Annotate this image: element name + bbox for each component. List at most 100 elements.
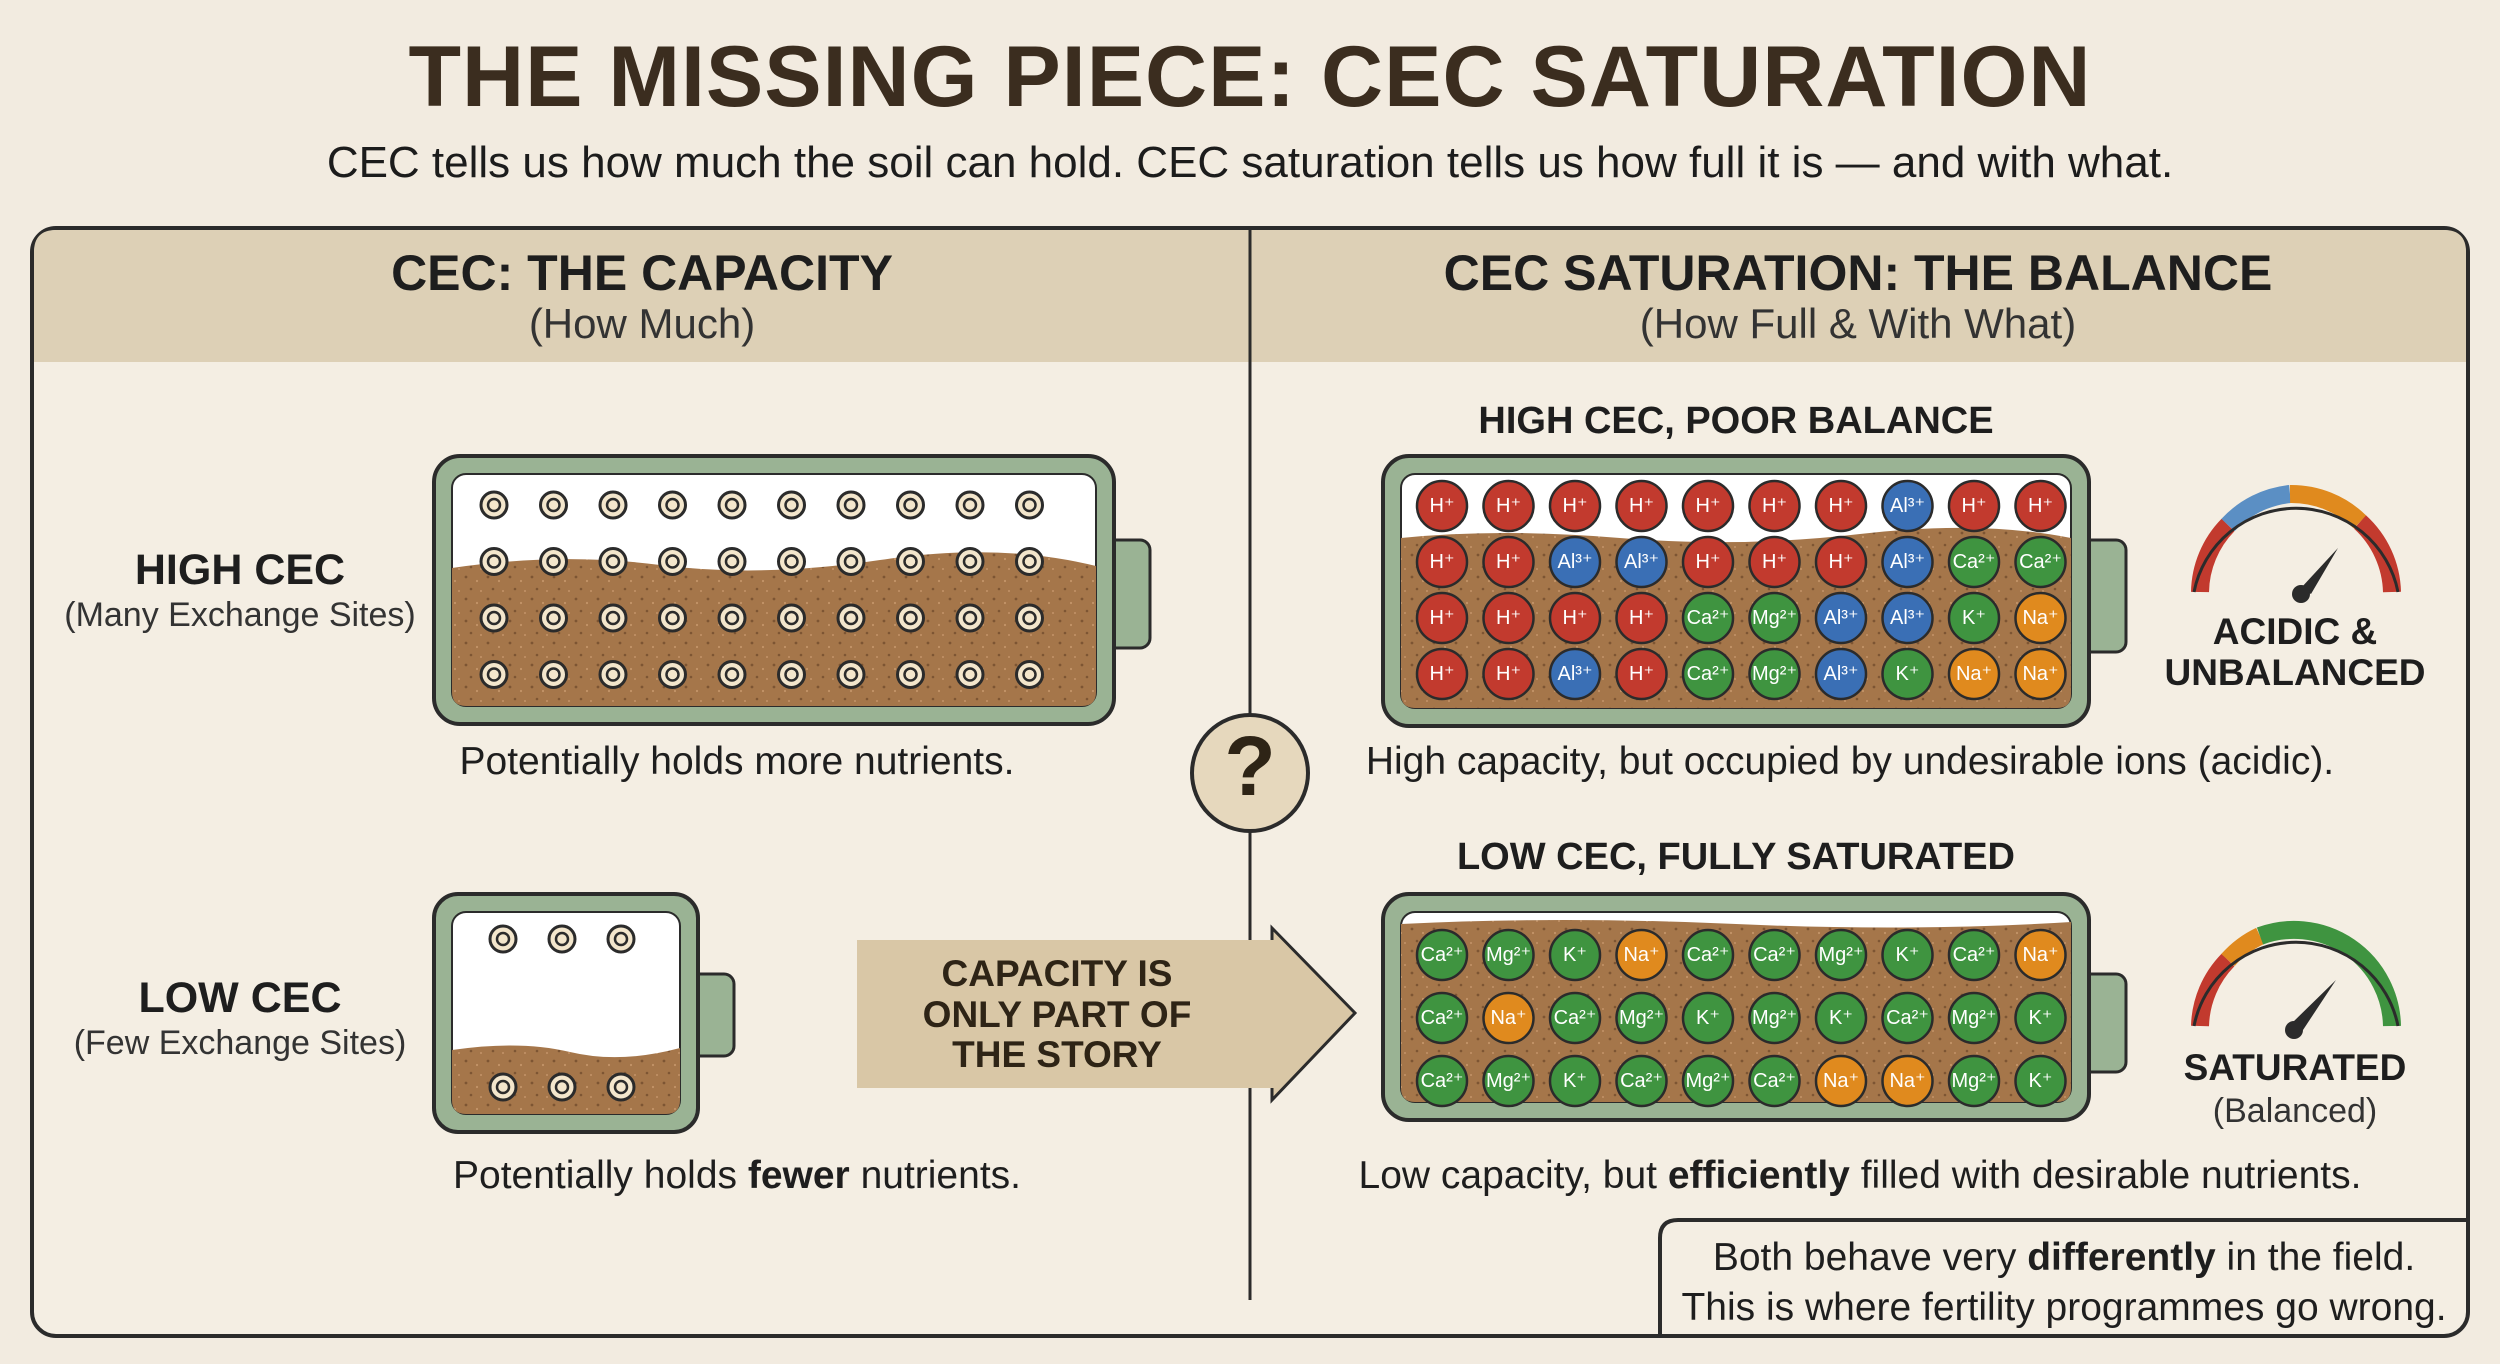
ion-label: H⁺ [1962,495,1987,517]
page-title: THE MISSING PIECE: CEC SATURATION [408,29,2092,125]
exchange-site [479,490,509,520]
acidic-gauge-label: ACIDIC & UNBALANCED [2164,611,2426,693]
exchange-site [836,547,866,576]
ion-token: Mg²⁺ [1814,928,1868,982]
ion-token: Ca²⁺ [1415,991,1469,1045]
ion-label: Na⁺ [1956,663,1992,685]
ion-token: Ca²⁺ [1748,1054,1801,1108]
ion-token: H⁺ [1482,535,1535,589]
ion-token: Mg²⁺ [1748,647,1801,701]
exchange-site [717,603,747,633]
ion-token: K⁺ [1881,647,1934,701]
ion-token: Al³⁺ [1548,647,1602,701]
ion-token: Ca²⁺ [1681,591,1735,645]
footer-line-2: This is where fertility programmes go wr… [1681,1286,2447,1329]
ion-token: Ca²⁺ [1947,535,2001,589]
exchange-site [955,660,985,689]
ion-label: K⁺ [2029,1007,2053,1029]
ion-token: H⁺ [1615,479,1668,533]
ion-token: Na⁺ [1615,928,1668,982]
ion-token: Na⁺ [2014,647,2067,701]
ion-label: H⁺ [1430,551,1455,573]
saturated-heading: LOW CEC, FULLY SATURATED [1456,836,2016,878]
exchange-site [836,490,866,520]
ion-token: H⁺ [1814,535,1868,589]
high-cec-battery [432,454,1152,726]
exchange-site [658,660,687,689]
exchange-site [598,603,628,633]
right-panel-title: CEC SATURATION: THE BALANCE [1443,245,2273,301]
ion-token: H⁺ [1482,647,1535,701]
ion-label: Mg²⁺ [1752,607,1797,629]
ion-token: Na⁺ [1947,647,2001,701]
ion-token: Na⁺ [1814,1054,1868,1108]
ion-label: Na⁺ [2022,663,2058,685]
high-cec-label: HIGH CEC [134,546,346,594]
ion-label: K⁺ [1829,1007,1853,1029]
ion-label: H⁺ [1430,663,1455,685]
exchange-site [479,547,509,576]
ion-label: Ca²⁺ [1421,1070,1464,1092]
gauge-acidic [2191,484,2401,603]
ion-label: H⁺ [1829,551,1854,573]
exchange-site [598,547,628,576]
ion-label: H⁺ [1629,495,1654,517]
ion-grid-poor: H⁺ H⁺ H⁺ H⁺ H⁺ H⁺ H⁺ Al³⁺ H⁺ H⁺ H⁺ H⁺ Al³⁺ Al³⁺ H⁺ H⁺ H⁺… [1415,479,2067,701]
ion-label: H⁺ [1496,495,1521,517]
exchange-site [777,660,806,689]
ion-token: H⁺ [1482,591,1535,645]
left-panel-title: CEC: THE CAPACITY [391,245,893,301]
exchange-site [479,603,509,633]
ion-label: Ca²⁺ [1886,1007,1929,1029]
exchange-site [658,547,687,576]
ion-label: H⁺ [1629,607,1654,629]
high-cec-sublabel: (Many Exchange Sites) [64,596,416,634]
exchange-site [896,490,925,520]
ion-label: Mg²⁺ [1752,1007,1797,1029]
ion-token: Na⁺ [2014,591,2067,645]
ion-label: H⁺ [1762,551,1787,573]
ion-label: Na⁺ [1490,1007,1526,1029]
ion-token: Ca²⁺ [2014,535,2067,589]
ion-label: Al³⁺ [1824,607,1859,629]
ion-label: Na⁺ [1823,1070,1859,1092]
ion-label: Ca²⁺ [1753,944,1796,966]
ion-token: Al³⁺ [1548,535,1602,589]
ion-label: H⁺ [1496,663,1521,685]
ion-token: H⁺ [1615,647,1668,701]
exchange-site [479,660,509,689]
ion-grid-saturated: Ca²⁺ Mg²⁺ K⁺ Na⁺ Ca²⁺ Ca²⁺ Mg²⁺ K⁺ Ca²⁺ Na⁺ Ca²⁺ Na… [1415,928,2067,1108]
footer-callout [1658,1218,2468,1336]
ion-label: Na⁺ [1889,1070,1925,1092]
saturated-gauge-label: SATURATED [2183,1047,2407,1088]
ion-label: K⁺ [1563,1070,1587,1092]
exchange-site [547,1072,577,1102]
exchange-sites-high [479,490,1044,689]
ion-token: Al³⁺ [1881,591,1934,645]
exchange-site [717,547,747,576]
ion-token: H⁺ [1548,479,1602,533]
ion-label: Mg²⁺ [1486,944,1531,966]
ion-label: H⁺ [1430,607,1455,629]
ion-label: Ca²⁺ [1554,1007,1597,1029]
ion-token: Mg²⁺ [1947,1054,2001,1108]
ion-label: Na⁺ [1623,944,1659,966]
ion-label: K⁺ [1563,944,1587,966]
ion-token: Ca²⁺ [1415,928,1469,982]
ion-label: H⁺ [1762,495,1787,517]
low-cec-label: LOW CEC [138,974,342,1022]
ion-label: H⁺ [1696,551,1721,573]
exchange-site [539,603,568,633]
ion-label: H⁺ [1430,495,1455,517]
low-cec-caption: Potentially holds fewer nutrients. [453,1154,1021,1197]
exchange-site [1015,490,1044,520]
ion-label: Ca²⁺ [1687,663,1730,685]
ion-token: H⁺ [1482,479,1535,533]
poor-balance-battery: H⁺ H⁺ H⁺ H⁺ H⁺ H⁺ H⁺ Al³⁺ H⁺ H⁺ H⁺ H⁺ Al³⁺ Al³⁺ H⁺ H⁺ H⁺… [1381,454,2128,728]
ion-token: H⁺ [1415,647,1469,701]
low-cec-battery [432,892,736,1134]
exchange-site [955,603,985,633]
exchange-site [1015,660,1044,689]
ion-label: Ca²⁺ [1953,944,1996,966]
